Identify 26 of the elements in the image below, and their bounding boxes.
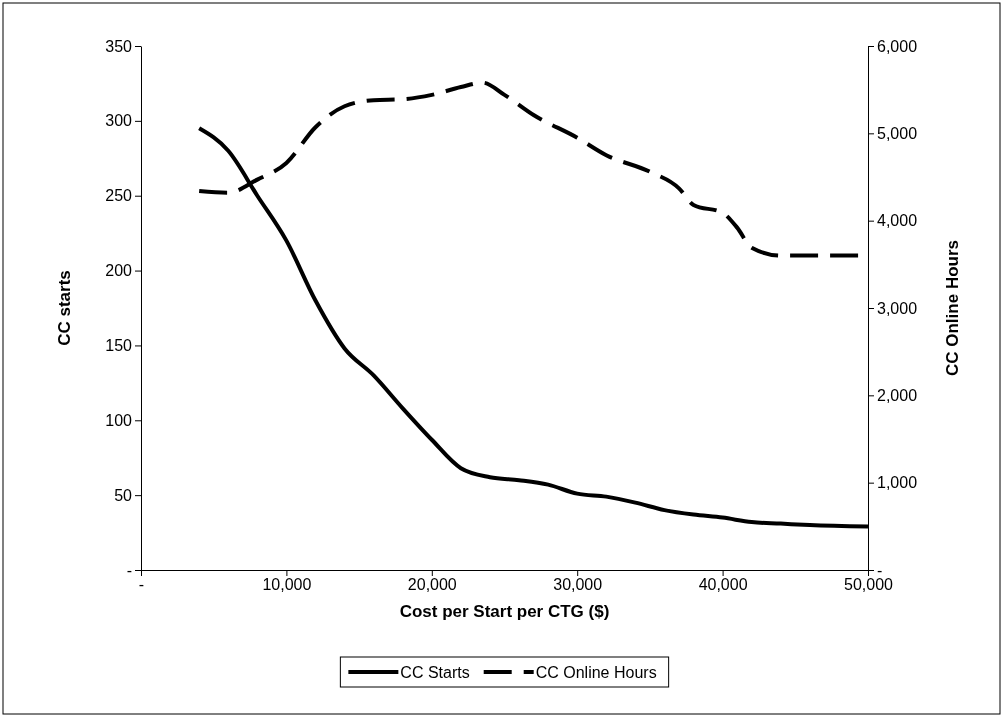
x-tick-label: 20,000 xyxy=(407,576,457,594)
y2-tick-label: 5,000 xyxy=(877,124,918,142)
y-tick-label: 100 xyxy=(105,411,133,429)
x-axis-title: Cost per Start per CTG ($) xyxy=(399,602,610,621)
y-tick-label: 300 xyxy=(105,112,133,130)
y-tick-label: 150 xyxy=(105,337,133,355)
y2-axis-title: CC Online Hours xyxy=(943,239,962,377)
y2-tick-label: 2,000 xyxy=(877,386,918,404)
legend-label: CC Starts xyxy=(400,664,470,681)
x-tick-label: - xyxy=(138,576,145,594)
y-tick-label: 350 xyxy=(105,37,133,55)
y-tick-label: 50 xyxy=(114,486,133,504)
y-tick-label: 200 xyxy=(105,262,133,280)
y-axis-title: CC starts xyxy=(55,270,74,346)
y2-tick-label: - xyxy=(877,561,883,579)
x-tick-label: 50,000 xyxy=(844,576,894,594)
y2-tick-label: 3,000 xyxy=(877,299,918,317)
y2-tick-label: 1,000 xyxy=(877,474,918,492)
y-tick-label: 250 xyxy=(105,187,133,205)
legend-label: CC Online Hours xyxy=(535,664,657,681)
x-tick-label: 40,000 xyxy=(698,576,748,594)
y2-tick-label: 4,000 xyxy=(877,212,918,230)
y2-tick-label: 6,000 xyxy=(877,37,918,55)
x-tick-label: 30,000 xyxy=(553,576,603,594)
y-tick-label: - xyxy=(126,561,132,579)
x-tick-label: 10,000 xyxy=(262,576,312,594)
